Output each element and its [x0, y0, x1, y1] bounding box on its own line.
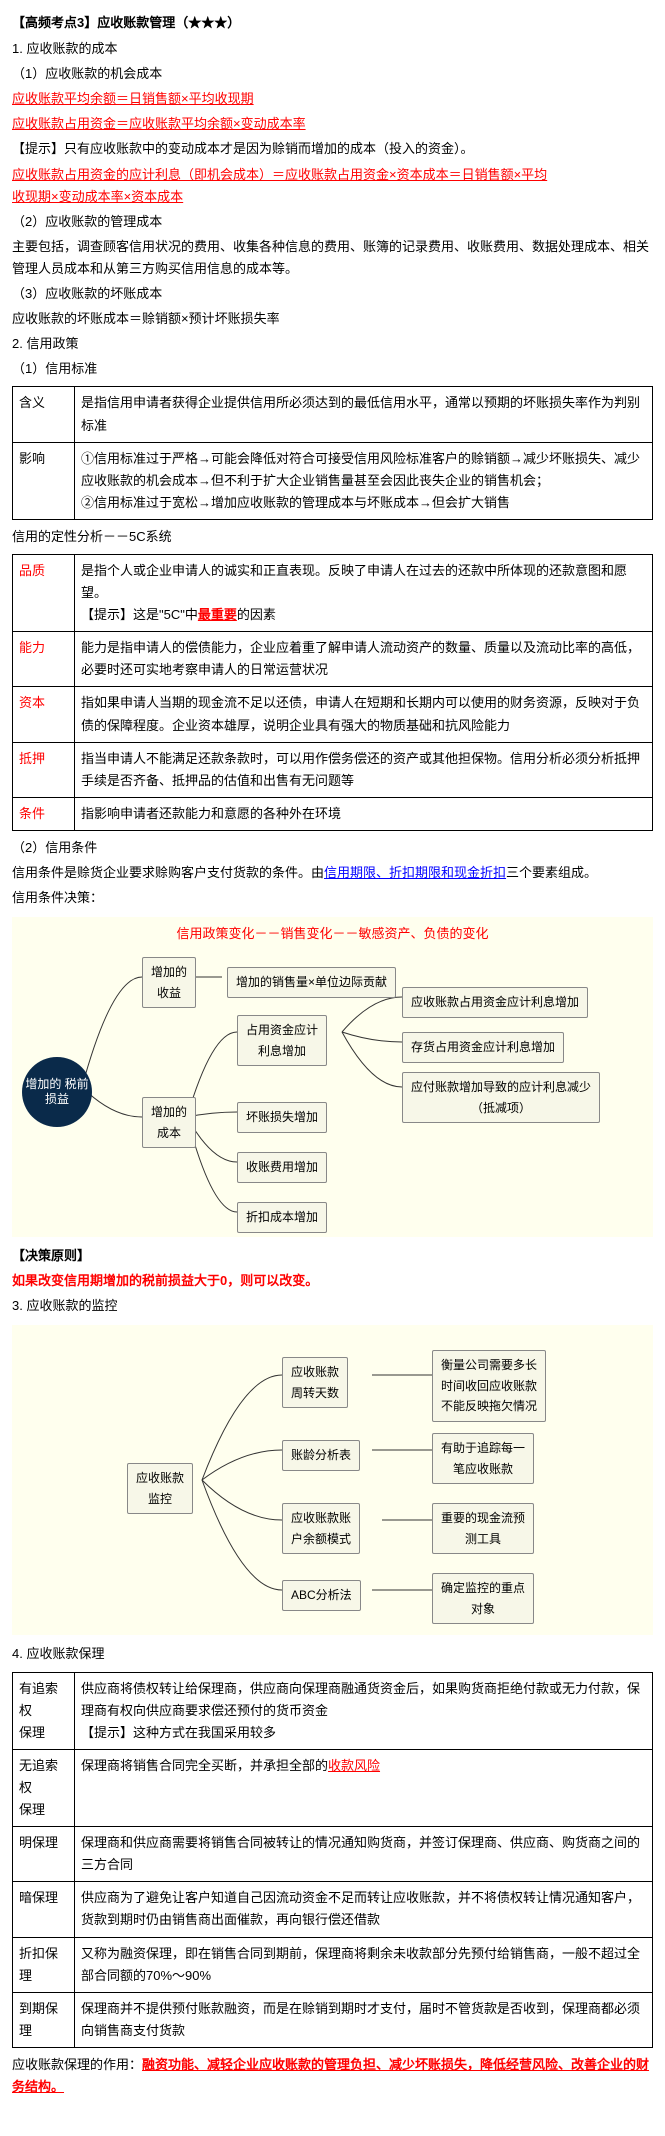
5c-v1: 能力是指申请人的偿债能力，企业应着重了解申请人流动资产的数量、质量以及流动比率的…	[75, 632, 653, 687]
s2-sub2-c: 三个要素组成。	[506, 865, 597, 880]
diag1-center: 增加的 税前损益	[22, 1057, 92, 1127]
f-k5: 到期保理	[13, 1992, 75, 2047]
5c-v0: 是指个人或企业申请人的诚实和正直表现。反映了申请人在过去的还款中所体现的还款意图…	[75, 554, 653, 631]
f-k0: 有追索权 保理	[13, 1672, 75, 1749]
diag1-gain-r: 增加的销售量×单位边际贡献	[227, 967, 396, 997]
fivec-heading: 信用的定性分析－－5C系统	[12, 526, 653, 548]
formula-4: 应收账款的坏账成本＝赊销额×预计坏账损失率	[12, 308, 653, 330]
5c-k3: 抵押	[13, 742, 75, 797]
diag1-c1: 占用资金应计 利息增加	[237, 1015, 327, 1066]
5c-v0-em: 最重要	[198, 607, 237, 622]
rule-heading: 【决策原则】	[12, 1245, 653, 1267]
s2-h: 2. 信用政策	[12, 333, 653, 355]
5c-v3: 指当申请人不能满足还款条款时，可以用作偿务偿还的资产或其他担保物。信用分析必须分…	[75, 742, 653, 797]
diag1-c1b: 存货占用资金应计利息增加	[402, 1032, 564, 1062]
5c-v4: 指影响申请者还款能力和意愿的各种外在环境	[75, 797, 653, 830]
diag2-n3: 应收账款账 户余额模式	[282, 1503, 360, 1554]
s2-sub2: （2）信用条件	[12, 837, 653, 859]
diag2-n4: ABC分析法	[282, 1580, 361, 1610]
5c-k2: 资本	[13, 687, 75, 742]
fivec-table: 品质 是指个人或企业申请人的诚实和正直表现。反映了申请人在过去的还款中所体现的还…	[12, 554, 653, 831]
f-v5: 保理商并不提供预付账款融资，而是在赊销到期时才支付，届时不管货款是否收到，保理商…	[75, 1992, 653, 2047]
s1-sub1: （1）应收账款的机会成本	[12, 63, 653, 85]
diag1-c4: 折扣成本增加	[237, 1202, 327, 1232]
t1-r2c1: 影响	[13, 442, 75, 519]
credit-standard-table: 含义 是指信用申请者获得企业提供信用所必须达到的最低信用水平，通常以预期的坏账损…	[12, 386, 653, 519]
f-v4: 又称为融资保理，即在销售合同到期前，保理商将剩余未收款部分先预付给销售商，一般不…	[75, 1937, 653, 1992]
diag2-n2r: 有助于追踪每一 笔应收账款	[432, 1433, 534, 1484]
rule-text: 如果改变信用期增加的税前损益大于0，则可以改变。	[12, 1270, 653, 1292]
s4-tail-a: 应收账款保理的作用：	[12, 2057, 142, 2072]
f-k2: 明保理	[13, 1827, 75, 1882]
diag1-title: 信用政策变化－－销售变化－－敏感资产、负债的变化	[12, 917, 653, 951]
diag2-n2: 账龄分析表	[282, 1440, 360, 1470]
t1-r1c1: 含义	[13, 387, 75, 442]
s1-h: 1. 应收账款的成本	[12, 38, 653, 60]
f-k3: 暗保理	[13, 1882, 75, 1937]
5c-k1: 能力	[13, 632, 75, 687]
s1-sub2: （2）应收账款的管理成本	[12, 211, 653, 233]
diag2-n3r: 重要的现金流预 测工具	[432, 1503, 534, 1554]
t1-r1c2: 是指信用申请者获得企业提供信用所必须达到的最低信用水平，通常以预期的坏账损失率作…	[75, 387, 653, 442]
diag2-root: 应收账款 监控	[127, 1463, 193, 1514]
s3-h: 3. 应收账款的监控	[12, 1295, 653, 1317]
f-k1: 无追索权 保理	[13, 1749, 75, 1826]
s2-sub1: （1）信用标准	[12, 358, 653, 380]
s2-sub2-text: 信用条件是赊货企业要求赊购客户支付货款的条件。由信用期限、折扣期限和现金折扣三个…	[12, 862, 653, 884]
formula-1: 应收账款平均余额＝日销售额×平均收现期	[12, 88, 653, 110]
5c-k4: 条件	[13, 797, 75, 830]
s2-sub2-text2: 信用条件决策：	[12, 887, 653, 909]
diag1-cost: 增加的 成本	[142, 1097, 196, 1148]
diag2-n4r: 确定监控的重点 对象	[432, 1573, 534, 1624]
f-v3: 供应商为了避免让客户知道自己因流动资金不足而转让应收账款，并不将债权转让情况通知…	[75, 1882, 653, 1937]
f-v2: 保理商和供应商需要将销售合同被转让的情况通知购货商，并签订保理商、供应商、购货商…	[75, 1827, 653, 1882]
formula-3a: 应收账款占用资金的应计利息（即机会成本）＝应收账款占用资金×资本成本＝日销售额×…	[12, 164, 653, 186]
diag2-n1: 应收账款 周转天数	[282, 1357, 348, 1408]
credit-decision-diagram: 信用政策变化－－销售变化－－敏感资产、负债的变化 增加的 税前损益 增加的 收益…	[12, 917, 653, 1237]
formula-3b: 收现期×变动成本率×资本成本	[12, 186, 653, 208]
s2-sub2-a: 信用条件是赊货企业要求赊购客户支付货款的条件。由	[12, 865, 324, 880]
s1-sub3: （3）应收账款的坏账成本	[12, 283, 653, 305]
diag1-c1a: 应收账款占用资金应计利息增加	[402, 987, 588, 1017]
diag1-c2: 坏账损失增加	[237, 1102, 327, 1132]
f-k4: 折扣保理	[13, 1937, 75, 1992]
page-heading: 【高频考点3】应收账款管理（★★★）	[12, 12, 653, 34]
t1-r2c2: ①信用标准过于严格→可能会降低对符合可接受信用风险标准客户的赊销额→减少坏账损失…	[75, 442, 653, 519]
f-v0: 供应商将债权转让给保理商，供应商向保理商融通货资金后，如果购货商拒绝付款或无力付…	[75, 1672, 653, 1749]
5c-v0-tip: 【提示】这是"5C"中	[81, 607, 198, 622]
formula-2: 应收账款占用资金＝应收账款平均余额×变动成本率	[12, 113, 653, 135]
f-v1: 保理商将销售合同完全买断，并承担全部的收款风险	[75, 1749, 653, 1826]
5c-v2: 指如果申请人当期的现金流不足以还债，申请人在短期和长期内可以使用的财务资源，反映…	[75, 687, 653, 742]
monitor-diagram: 应收账款 监控 应收账款 周转天数 衡量公司需要多长 时间收回应收账款 不能反映…	[12, 1325, 653, 1635]
5c-v0-tail: 的因素	[237, 607, 276, 622]
5c-v0-text: 是指个人或企业申请人的诚实和正直表现。反映了申请人在过去的还款中所体现的还款意图…	[81, 563, 627, 600]
tip-1: 【提示】只有应收账款中的变动成本才是因为赊销而增加的成本（投入的资金）。	[12, 138, 653, 160]
5c-k0: 品质	[13, 554, 75, 631]
f-v1a: 保理商将销售合同完全买断，并承担全部的	[81, 1758, 328, 1773]
factoring-table: 有追索权 保理 供应商将债权转让给保理商，供应商向保理商融通货资金后，如果购货商…	[12, 1672, 653, 2048]
diag1-c1c: 应付账款增加导致的应计利息减少 （抵减项）	[402, 1072, 600, 1123]
diag1-c3: 收账费用增加	[237, 1152, 327, 1182]
s2-sub2-b: 信用期限、折扣期限和现金折扣	[324, 865, 506, 880]
diag2-n1r: 衡量公司需要多长 时间收回应收账款 不能反映拖欠情况	[432, 1350, 546, 1421]
diag1-gain: 增加的 收益	[142, 957, 196, 1008]
s4-tail: 应收账款保理的作用：融资功能、减轻企业应收账款的管理负担、减少坏账损失，降低经营…	[12, 2054, 653, 2098]
s4-h: 4. 应收账款保理	[12, 1643, 653, 1665]
s1-sub2-text: 主要包括，调查顾客信用状况的费用、收集各种信息的费用、账簿的记录费用、收账费用、…	[12, 236, 653, 280]
f-v1b: 收款风险	[328, 1758, 380, 1773]
